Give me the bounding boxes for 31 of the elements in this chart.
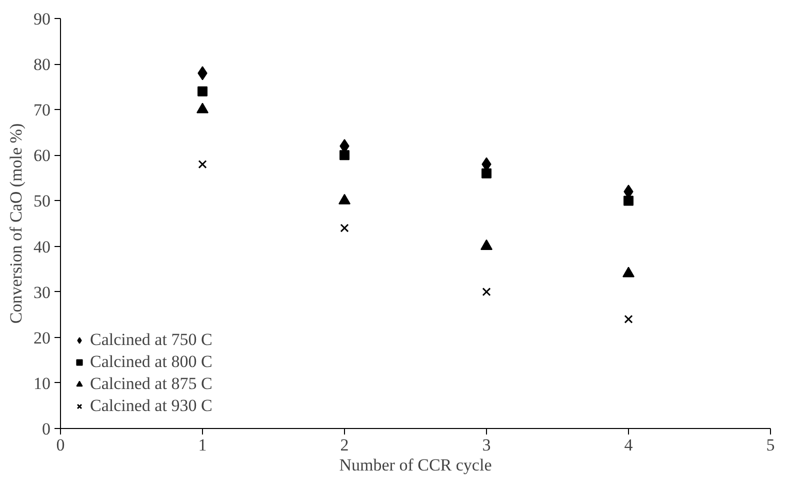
legend-label: Calcined at 800 C — [90, 352, 212, 372]
point — [624, 196, 634, 206]
point — [340, 150, 350, 160]
y-tick-label: 60 — [34, 146, 50, 166]
legend-label: Calcined at 750 C — [90, 330, 212, 350]
point — [340, 224, 349, 232]
point — [198, 86, 208, 96]
y-tick-label: 70 — [34, 100, 50, 120]
x-tick-label: 3 — [482, 436, 491, 454]
x-tick-label: 4 — [624, 436, 634, 454]
y-tick-label: 20 — [34, 328, 50, 348]
y-tick-label: 10 — [34, 374, 50, 393]
point — [482, 288, 491, 296]
legend-label: Calcined at 930 C — [90, 396, 212, 416]
legend-label: Calcined at 875 C — [90, 374, 212, 394]
y-tick-label: 0 — [42, 420, 50, 438]
y-tick-label: 80 — [34, 55, 50, 74]
x-tick-label: 0 — [56, 436, 65, 454]
x-axis-title: Number of CCR cycle — [339, 456, 492, 474]
y-axis-title: Conversion of CaO (mole %) — [6, 123, 26, 324]
x-tick-label: 5 — [766, 436, 775, 454]
x-tick-label: 2 — [340, 436, 349, 454]
y-tick-label: 90 — [34, 10, 50, 28]
point — [624, 314, 633, 324]
y-tick-label: 50 — [34, 192, 50, 211]
y-tick-label: 30 — [34, 282, 50, 302]
y-tick-label: 40 — [34, 237, 50, 256]
point — [198, 160, 207, 169]
point — [482, 168, 492, 178]
x-tick-label: 1 — [198, 436, 207, 454]
point — [622, 266, 634, 278]
